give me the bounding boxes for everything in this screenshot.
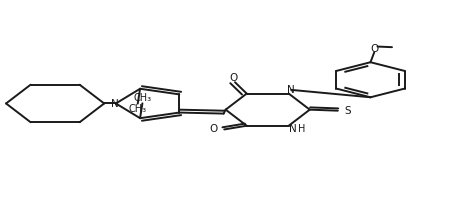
Text: N: N	[287, 85, 295, 95]
Text: H: H	[298, 124, 305, 134]
Text: N: N	[289, 124, 297, 134]
Text: O: O	[229, 73, 238, 83]
Text: O: O	[370, 44, 378, 54]
Text: O: O	[209, 124, 217, 134]
Text: CH₃: CH₃	[134, 93, 152, 103]
Text: CH₃: CH₃	[128, 104, 146, 114]
Text: N: N	[111, 99, 119, 109]
Text: S: S	[345, 106, 352, 116]
